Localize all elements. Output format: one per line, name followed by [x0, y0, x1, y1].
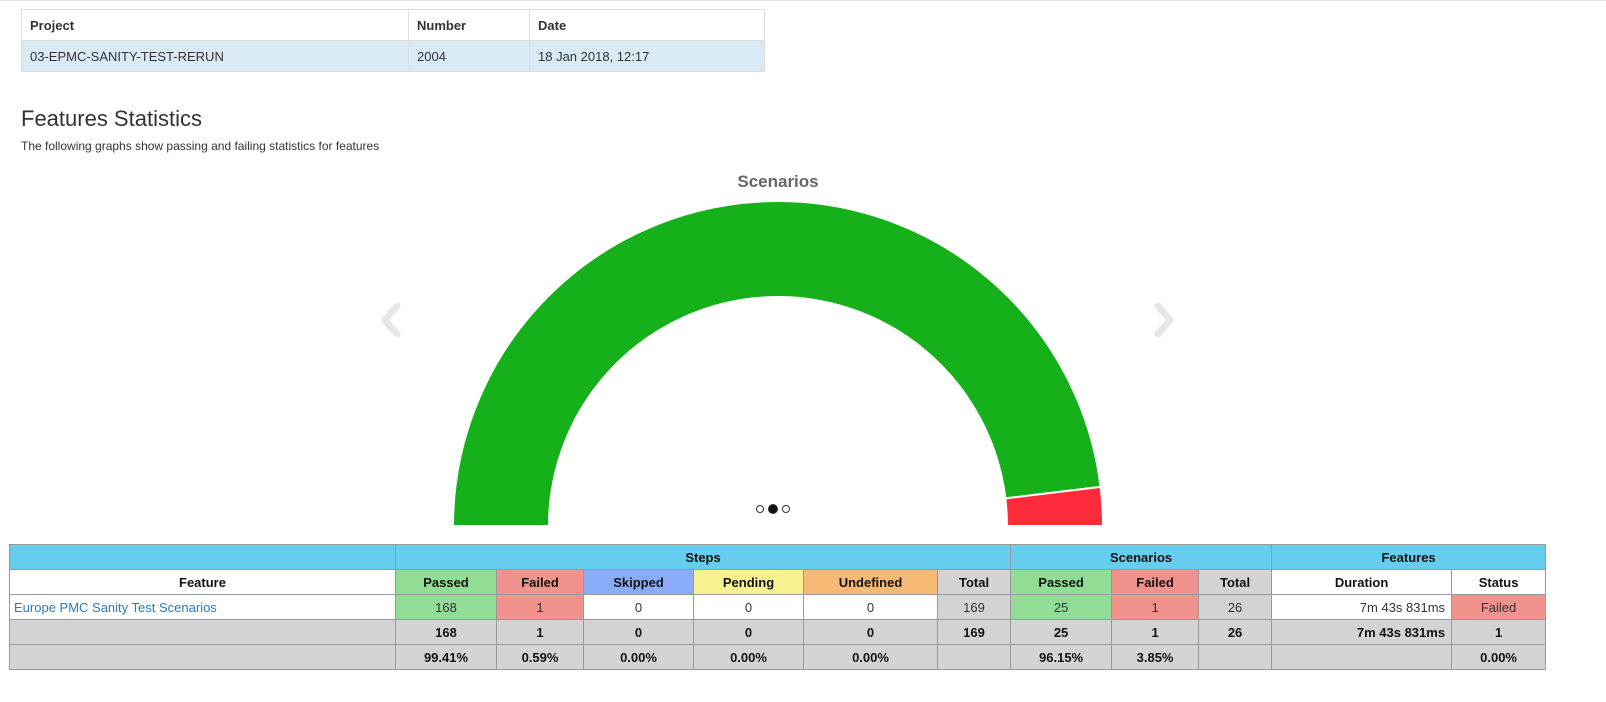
- totals-pending: 0: [693, 619, 804, 645]
- scenarios-passed-cell: 25: [1010, 594, 1113, 620]
- feature-column-header[interactable]: Feature: [9, 569, 396, 595]
- carousel-dot-2[interactable]: [768, 504, 778, 514]
- section-title: Features Statistics: [21, 106, 202, 131]
- steps-skipped-cell: 0: [583, 594, 694, 620]
- project-header: Project: [21, 9, 409, 41]
- scenarios-passed-header[interactable]: Passed: [1010, 569, 1113, 595]
- totals-status: 1: [1451, 619, 1547, 645]
- scenarios-total-header[interactable]: Total: [1198, 569, 1273, 595]
- totals-row: 168 1 0 0 0 169 25 1 26 7m 43s 831ms 1: [9, 619, 1547, 645]
- date-header: Date: [529, 9, 765, 41]
- steps-undefined-header[interactable]: Undefined: [803, 569, 938, 595]
- carousel-dot-3[interactable]: [782, 505, 790, 513]
- percent-sc-failed: 3.85%: [1111, 644, 1200, 670]
- project-info-table: Project Number Date 03-EPMC-SANITY-TEST-…: [21, 9, 765, 72]
- duration-cell: 7m 43s 831ms: [1271, 594, 1453, 620]
- chart-title: Scenarios: [737, 172, 818, 191]
- totals-sc-total: 26: [1198, 619, 1273, 645]
- totals-skipped: 0: [583, 619, 694, 645]
- percent-passed: 99.41%: [395, 644, 497, 670]
- steps-passed-header[interactable]: Passed: [395, 569, 497, 595]
- features-group-header: Features: [1271, 544, 1547, 570]
- duration-header[interactable]: Duration: [1271, 569, 1453, 595]
- carousel-next-button[interactable]: [1148, 300, 1178, 340]
- steps-group-header: Steps: [394, 544, 1012, 570]
- build-number: 2004: [408, 40, 530, 72]
- steps-pending-header[interactable]: Pending: [693, 569, 804, 595]
- scenarios-group-header: Scenarios: [1010, 544, 1273, 570]
- totals-total: 169: [936, 619, 1012, 645]
- carousel-dot-1[interactable]: [756, 505, 764, 513]
- carousel-prev-button[interactable]: [377, 300, 407, 340]
- status-cell: Failed: [1451, 594, 1547, 620]
- percent-status: 0.00%: [1451, 644, 1547, 670]
- scenarios-failed-cell: 1: [1111, 594, 1200, 620]
- totals-duration: 7m 43s 831ms: [1271, 619, 1453, 645]
- feature-name-cell: Europe PMC Sanity Test Scenarios: [9, 594, 396, 620]
- percent-skipped: 0.00%: [583, 644, 694, 670]
- scenarios-chart: Scenarios: [360, 165, 1200, 535]
- totals-undefined: 0: [803, 619, 938, 645]
- carousel-indicators: [756, 502, 790, 516]
- steps-failed-cell: 1: [496, 594, 584, 620]
- number-header: Number: [408, 9, 530, 41]
- percent-total-blank: [936, 644, 1012, 670]
- percent-sc-total-blank: [1198, 644, 1273, 670]
- project-name: 03-EPMC-SANITY-TEST-RERUN: [21, 40, 409, 72]
- group-blank: [9, 544, 396, 570]
- section-description: The following graphs show passing and fa…: [21, 139, 380, 153]
- feature-link[interactable]: Europe PMC Sanity Test Scenarios: [14, 599, 217, 615]
- steps-total-header[interactable]: Total: [936, 569, 1012, 595]
- steps-undefined-cell: 0: [803, 594, 938, 620]
- chart-slice-passed[interactable]: [451, 200, 1102, 527]
- scenarios-total-cell: 26: [1198, 594, 1273, 620]
- totals-failed: 1: [496, 619, 584, 645]
- totals-passed: 168: [395, 619, 497, 645]
- top-divider: [0, 0, 1606, 1]
- percent-failed: 0.59%: [496, 644, 584, 670]
- steps-skipped-header[interactable]: Skipped: [583, 569, 694, 595]
- percent-label-cell: [9, 644, 396, 670]
- percent-row: 99.41% 0.59% 0.00% 0.00% 0.00% 96.15% 3.…: [9, 644, 1547, 670]
- totals-sc-failed: 1: [1111, 619, 1200, 645]
- status-header[interactable]: Status: [1451, 569, 1547, 595]
- percent-undefined: 0.00%: [803, 644, 938, 670]
- column-header-row: Feature Passed Failed Skipped Pending Un…: [9, 569, 1547, 595]
- project-info-row: 03-EPMC-SANITY-TEST-RERUN 2004 18 Jan 20…: [21, 40, 765, 72]
- build-date: 18 Jan 2018, 12:17: [529, 40, 765, 72]
- chevron-left-icon: [381, 302, 401, 338]
- steps-pending-cell: 0: [693, 594, 804, 620]
- totals-label-cell: [9, 619, 396, 645]
- chart-slice-failed[interactable]: [1004, 485, 1105, 527]
- group-header-row: Steps Scenarios Features: [9, 544, 1547, 570]
- chevron-right-icon: [1154, 302, 1174, 338]
- totals-sc-passed: 25: [1010, 619, 1113, 645]
- steps-passed-cell: 168: [395, 594, 497, 620]
- percent-pending: 0.00%: [693, 644, 804, 670]
- percent-sc-passed: 96.15%: [1010, 644, 1113, 670]
- percent-duration-blank: [1271, 644, 1453, 670]
- feature-stats-table: Steps Scenarios Features Feature Passed …: [9, 544, 1547, 670]
- feature-row: Europe PMC Sanity Test Scenarios 168 1 0…: [9, 594, 1547, 620]
- steps-failed-header[interactable]: Failed: [496, 569, 584, 595]
- scenarios-failed-header[interactable]: Failed: [1111, 569, 1200, 595]
- project-info-header-row: Project Number Date: [21, 9, 765, 41]
- scenarios-chart-svg: Scenarios: [451, 172, 1105, 527]
- steps-total-cell: 169: [936, 594, 1012, 620]
